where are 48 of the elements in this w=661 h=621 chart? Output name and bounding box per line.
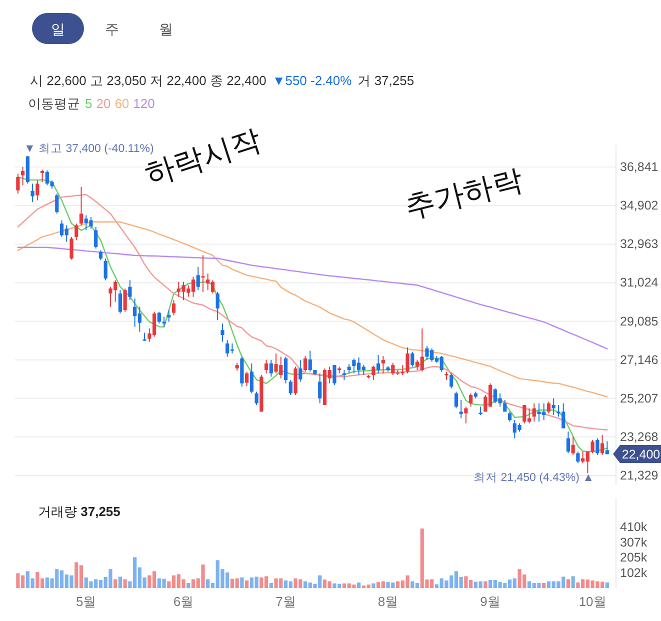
bar	[186, 582, 190, 588]
text: 거 37,255	[358, 73, 414, 88]
bar	[123, 579, 127, 588]
bar	[269, 582, 273, 588]
bar	[571, 576, 575, 588]
y-tick-label: 29,085	[620, 314, 658, 328]
text: 시 22,600 고 23,050 저 22,400 종 22,400	[30, 73, 266, 88]
x-tick-label: 10월	[578, 594, 606, 609]
x-tick-label: 6월	[173, 594, 194, 609]
x-tick-label: 9월	[480, 594, 500, 609]
y-tick-label: 31,024	[620, 276, 658, 290]
bar	[605, 582, 609, 588]
y-tick-label: 36,841	[620, 160, 658, 174]
y-tick-label: 21,329	[620, 468, 658, 482]
bar	[484, 581, 488, 588]
bar	[245, 580, 249, 588]
text: 월	[159, 21, 173, 37]
annotation: 최저 21,450 (4.43%) ▲	[474, 472, 594, 484]
bar	[542, 582, 546, 588]
y-tick-label: 34,902	[620, 198, 658, 213]
y-tick-label: 27,146	[620, 352, 658, 367]
text: 5	[85, 96, 92, 111]
bar	[118, 576, 122, 588]
text: 일	[51, 21, 65, 37]
x-tick-label: 8월	[378, 594, 398, 609]
text: 120	[133, 96, 155, 111]
bar	[114, 579, 118, 588]
y-tick-label: 32,963	[620, 237, 658, 252]
x-tick-label: 7월	[276, 594, 296, 609]
y-tick-label: 205k	[620, 550, 648, 565]
text: 20	[96, 96, 111, 111]
text: 주	[105, 21, 119, 37]
text: ▼550 -2.40%	[272, 73, 352, 88]
y-tick-label: 102k	[620, 566, 648, 580]
x-tick-label: 5월	[76, 594, 96, 609]
bar	[372, 583, 376, 588]
y-tick-label: 23,268	[620, 430, 658, 444]
bar	[566, 579, 570, 588]
text: 거래량 37,255	[38, 504, 120, 519]
y-tick-label: 25,207	[620, 391, 658, 406]
legend-title: 이동평균	[28, 96, 80, 111]
annotation: 추가하락	[402, 164, 526, 225]
y-tick-label: 410k	[620, 520, 648, 534]
bar	[357, 582, 361, 588]
text: 22,400	[622, 448, 660, 462]
bar	[240, 577, 244, 588]
text: 60	[114, 96, 130, 111]
y-tick-label: 307k	[620, 535, 648, 550]
